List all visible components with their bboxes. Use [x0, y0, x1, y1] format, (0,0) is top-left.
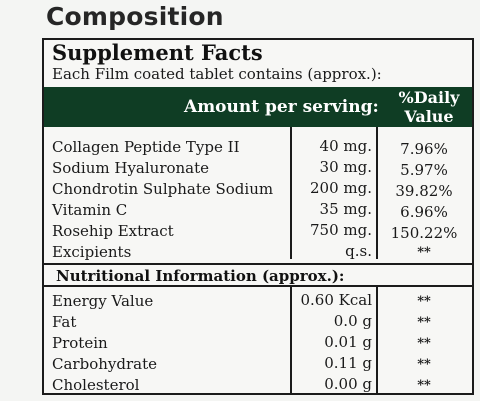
- ingredient-amount: q.s.: [345, 242, 372, 260]
- dv-column-divider: [376, 287, 378, 393]
- ingredient-name: Excipients: [52, 243, 132, 261]
- nutrient-daily-value: **: [417, 315, 431, 330]
- ingredient-daily-value: 6.96%: [400, 203, 448, 221]
- composition-heading: Composition: [46, 2, 224, 31]
- table-row: Fat 0.0 g **: [44, 312, 472, 333]
- nutrient-amount: 0.00 g: [324, 375, 372, 393]
- section-divider: [44, 285, 472, 287]
- facts-header-bar: Amount per serving: %Daily Value: [44, 87, 472, 127]
- table-row: Rosehip Extract 750 mg. 150.22%: [44, 221, 472, 242]
- table-row: Collagen Peptide Type II 40 mg. 7.96%: [44, 137, 472, 158]
- ingredient-amount: 750 mg.: [310, 221, 372, 239]
- table-row: Sodium Hyaluronate 30 mg. 5.97%: [44, 158, 472, 179]
- nutrient-amount: 0.0 g: [333, 312, 372, 330]
- daily-value-header: %Daily Value: [386, 87, 472, 127]
- ingredient-amount: 40 mg.: [319, 137, 372, 155]
- nutrient-daily-value: **: [417, 357, 431, 372]
- nutrient-name: Carbohydrate: [52, 355, 157, 373]
- nutrient-name: Fat: [52, 313, 77, 331]
- ingredient-daily-value: **: [417, 245, 431, 260]
- table-row: Energy Value 0.60 Kcal **: [44, 291, 472, 312]
- ingredient-daily-value: 7.96%: [400, 140, 448, 158]
- ingredient-daily-value: 150.22%: [390, 224, 458, 242]
- nutrient-amount: 0.01 g: [324, 333, 372, 351]
- ingredient-name: Vitamin C: [52, 201, 128, 219]
- nutrient-name: Energy Value: [52, 292, 154, 310]
- amount-per-serving-header: Amount per serving:: [184, 97, 379, 117]
- table-row: Vitamin C 35 mg. 6.96%: [44, 200, 472, 221]
- nutrient-name: Protein: [52, 334, 108, 352]
- ingredient-name: Collagen Peptide Type II: [52, 138, 240, 156]
- amount-column-divider: [290, 127, 292, 259]
- dv-column-divider: [376, 127, 378, 259]
- nutrient-daily-value: **: [417, 294, 431, 309]
- ingredient-amount: 30 mg.: [319, 158, 372, 176]
- ingredient-daily-value: 39.82%: [395, 182, 453, 200]
- nutrient-amount: 0.11 g: [324, 354, 372, 372]
- facts-subtitle: Each Film coated tablet contains (approx…: [52, 65, 382, 83]
- table-row: Cholesterol 0.00 g **: [44, 375, 472, 396]
- table-row: Protein 0.01 g **: [44, 333, 472, 354]
- ingredient-amount: 200 mg.: [310, 179, 372, 197]
- ingredient-name: Rosehip Extract: [52, 222, 174, 240]
- nutrition-title: Nutritional Information (approx.):: [56, 267, 345, 285]
- supplement-facts-panel: Supplement Facts Each Film coated tablet…: [42, 38, 474, 395]
- nutrient-amount: 0.60 Kcal: [300, 291, 372, 309]
- ingredient-name: Chondrotin Sulphate Sodium: [52, 180, 274, 198]
- daily-value-header-line2: Value: [404, 107, 454, 126]
- ingredient-name: Sodium Hyaluronate: [52, 159, 210, 177]
- ingredient-daily-value: 5.97%: [400, 161, 448, 179]
- section-divider: [44, 263, 472, 265]
- table-row: Carbohydrate 0.11 g **: [44, 354, 472, 375]
- amount-column-divider: [290, 287, 292, 393]
- nutrient-daily-value: **: [417, 336, 431, 351]
- ingredient-amount: 35 mg.: [319, 200, 372, 218]
- nutrient-daily-value: **: [417, 378, 431, 393]
- daily-value-header-line1: %Daily: [398, 88, 460, 107]
- facts-title: Supplement Facts: [52, 40, 263, 65]
- table-row: Excipients q.s. **: [44, 242, 472, 263]
- table-row: Chondrotin Sulphate Sodium 200 mg. 39.82…: [44, 179, 472, 200]
- nutrient-name: Cholesterol: [52, 376, 140, 394]
